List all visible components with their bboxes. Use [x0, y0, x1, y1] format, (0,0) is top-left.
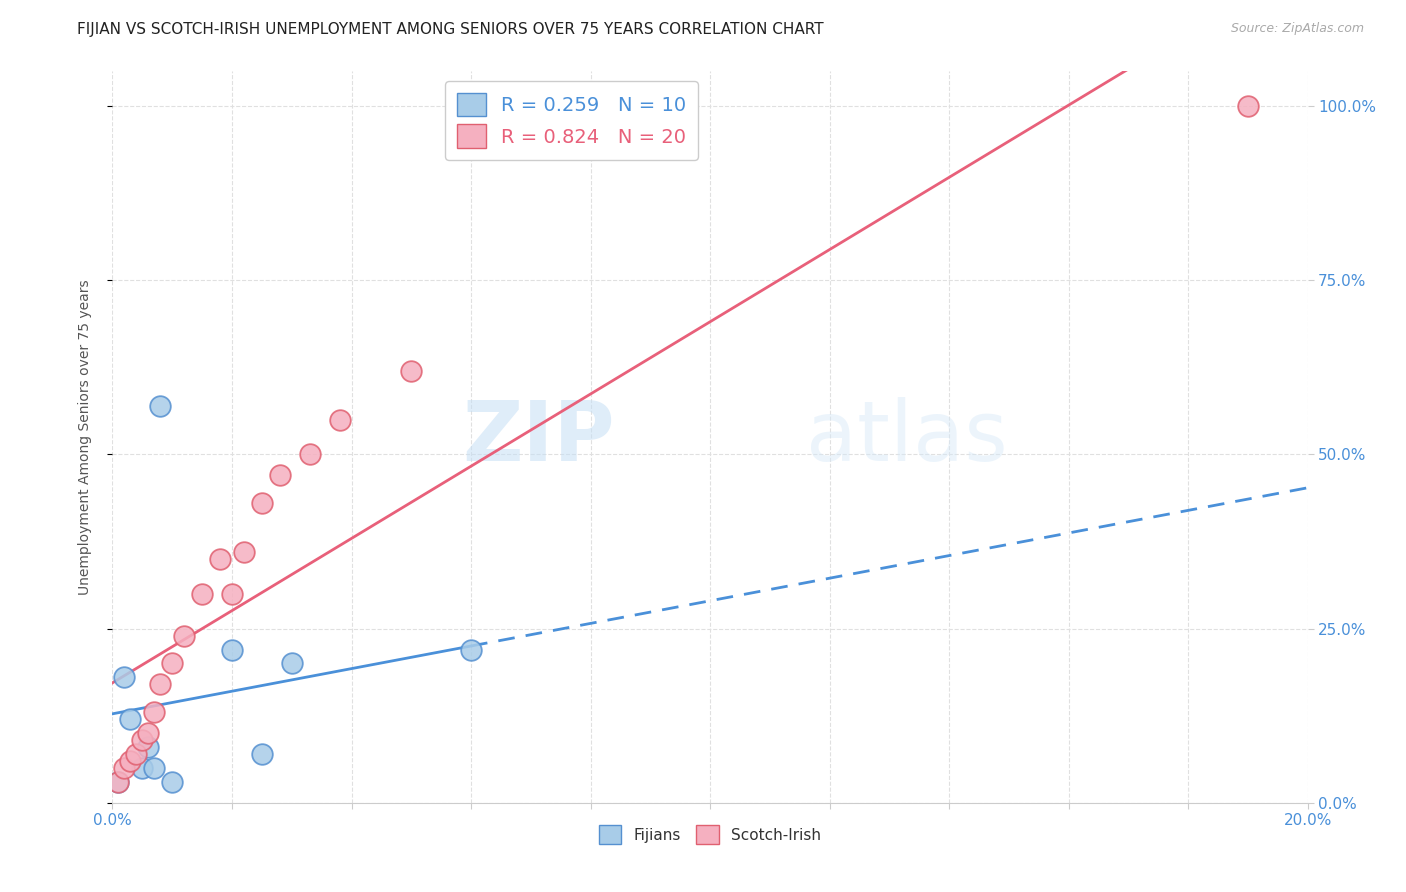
Point [209, 552, 232, 566]
Point [233, 545, 256, 559]
Text: Source: ZipAtlas.com: Source: ZipAtlas.com [1230, 22, 1364, 36]
Point [125, 747, 148, 761]
Point [131, 761, 153, 775]
Point [173, 629, 195, 643]
Point [401, 364, 423, 378]
Point [143, 761, 166, 775]
Point [281, 657, 304, 671]
Point [460, 642, 482, 657]
Point [1237, 99, 1260, 113]
Point [149, 399, 172, 413]
Point [329, 412, 352, 426]
Point [120, 754, 142, 768]
Point [131, 733, 153, 747]
Point [107, 775, 129, 789]
Point [107, 775, 129, 789]
Point [269, 468, 291, 483]
Legend: Fijians, Scotch-Irish: Fijians, Scotch-Irish [592, 819, 828, 850]
Text: atlas: atlas [806, 397, 1007, 477]
Point [149, 677, 172, 691]
Y-axis label: Unemployment Among Seniors over 75 years: Unemployment Among Seniors over 75 years [77, 279, 91, 595]
Point [120, 712, 142, 726]
Point [221, 587, 243, 601]
Point [162, 657, 183, 671]
Point [138, 726, 160, 740]
Point [221, 642, 243, 657]
Text: ZIP: ZIP [463, 397, 614, 477]
Point [114, 670, 135, 684]
Point [191, 587, 214, 601]
Point [162, 775, 183, 789]
Point [114, 761, 135, 775]
Point [250, 747, 273, 761]
Point [138, 740, 160, 755]
Point [250, 496, 273, 510]
Point [143, 705, 166, 719]
Text: FIJIAN VS SCOTCH-IRISH UNEMPLOYMENT AMONG SENIORS OVER 75 YEARS CORRELATION CHAR: FIJIAN VS SCOTCH-IRISH UNEMPLOYMENT AMON… [77, 22, 824, 37]
Point [298, 448, 321, 462]
